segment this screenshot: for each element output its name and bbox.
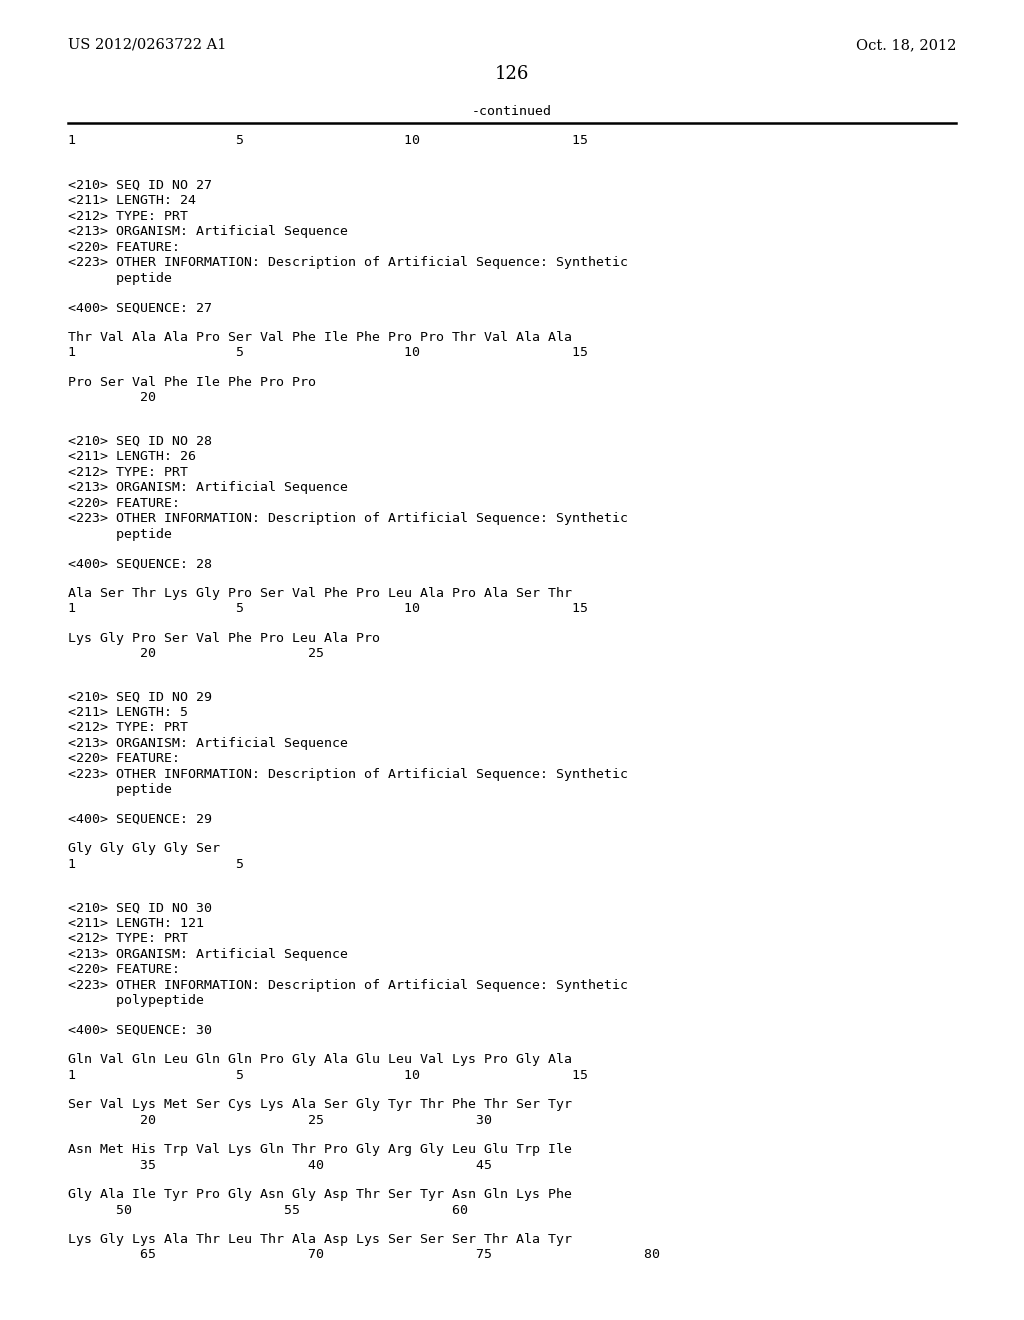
Text: US 2012/0263722 A1: US 2012/0263722 A1 (68, 38, 226, 51)
Text: 1                    5: 1 5 (68, 858, 244, 871)
Text: 1                    5                    10                   15: 1 5 10 15 (68, 346, 588, 359)
Text: <210> SEQ ID NO 29: <210> SEQ ID NO 29 (68, 690, 212, 704)
Text: peptide: peptide (68, 784, 172, 796)
Text: <223> OTHER INFORMATION: Description of Artificial Sequence: Synthetic: <223> OTHER INFORMATION: Description of … (68, 256, 628, 269)
Text: Pro Ser Val Phe Ile Phe Pro Pro: Pro Ser Val Phe Ile Phe Pro Pro (68, 376, 316, 389)
Text: 1                    5                    10                   15: 1 5 10 15 (68, 602, 588, 615)
Text: 35                   40                   45: 35 40 45 (68, 1159, 492, 1172)
Text: Gly Ala Ile Tyr Pro Gly Asn Gly Asp Thr Ser Tyr Asn Gln Lys Phe: Gly Ala Ile Tyr Pro Gly Asn Gly Asp Thr … (68, 1188, 572, 1201)
Text: Asn Met His Trp Val Lys Gln Thr Pro Gly Arg Gly Leu Glu Trp Ile: Asn Met His Trp Val Lys Gln Thr Pro Gly … (68, 1143, 572, 1156)
Text: <210> SEQ ID NO 30: <210> SEQ ID NO 30 (68, 902, 212, 915)
Text: <220> FEATURE:: <220> FEATURE: (68, 752, 180, 766)
Text: polypeptide: polypeptide (68, 994, 204, 1007)
Text: 1                    5                    10                   15: 1 5 10 15 (68, 135, 588, 147)
Text: 126: 126 (495, 65, 529, 83)
Text: Gly Gly Gly Gly Ser: Gly Gly Gly Gly Ser (68, 842, 220, 855)
Text: Lys Gly Lys Ala Thr Leu Thr Ala Asp Lys Ser Ser Ser Thr Ala Tyr: Lys Gly Lys Ala Thr Leu Thr Ala Asp Lys … (68, 1233, 572, 1246)
Text: 65                   70                   75                   80: 65 70 75 80 (68, 1249, 660, 1262)
Text: peptide: peptide (68, 528, 172, 541)
Text: <400> SEQUENCE: 30: <400> SEQUENCE: 30 (68, 1024, 212, 1036)
Text: <223> OTHER INFORMATION: Description of Artificial Sequence: Synthetic: <223> OTHER INFORMATION: Description of … (68, 512, 628, 525)
Text: peptide: peptide (68, 272, 172, 285)
Text: <212> TYPE: PRT: <212> TYPE: PRT (68, 722, 188, 734)
Text: 1                    5                    10                   15: 1 5 10 15 (68, 1069, 588, 1081)
Text: 20: 20 (68, 391, 156, 404)
Text: <213> ORGANISM: Artificial Sequence: <213> ORGANISM: Artificial Sequence (68, 482, 348, 494)
Text: <213> ORGANISM: Artificial Sequence: <213> ORGANISM: Artificial Sequence (68, 948, 348, 961)
Text: 20                   25                   30: 20 25 30 (68, 1114, 492, 1126)
Text: <211> LENGTH: 5: <211> LENGTH: 5 (68, 706, 188, 719)
Text: <400> SEQUENCE: 28: <400> SEQUENCE: 28 (68, 557, 212, 570)
Text: -continued: -continued (472, 106, 552, 117)
Text: <212> TYPE: PRT: <212> TYPE: PRT (68, 932, 188, 945)
Text: <211> LENGTH: 24: <211> LENGTH: 24 (68, 194, 196, 207)
Text: <220> FEATURE:: <220> FEATURE: (68, 496, 180, 510)
Text: <400> SEQUENCE: 27: <400> SEQUENCE: 27 (68, 301, 212, 314)
Text: Thr Val Ala Ala Pro Ser Val Phe Ile Phe Pro Pro Thr Val Ala Ala: Thr Val Ala Ala Pro Ser Val Phe Ile Phe … (68, 331, 572, 343)
Text: Gln Val Gln Leu Gln Gln Pro Gly Ala Glu Leu Val Lys Pro Gly Ala: Gln Val Gln Leu Gln Gln Pro Gly Ala Glu … (68, 1053, 572, 1067)
Text: Oct. 18, 2012: Oct. 18, 2012 (856, 38, 956, 51)
Text: Ser Val Lys Met Ser Cys Lys Ala Ser Gly Tyr Thr Phe Thr Ser Tyr: Ser Val Lys Met Ser Cys Lys Ala Ser Gly … (68, 1098, 572, 1111)
Text: Ala Ser Thr Lys Gly Pro Ser Val Phe Pro Leu Ala Pro Ala Ser Thr: Ala Ser Thr Lys Gly Pro Ser Val Phe Pro … (68, 586, 572, 599)
Text: <213> ORGANISM: Artificial Sequence: <213> ORGANISM: Artificial Sequence (68, 737, 348, 750)
Text: <210> SEQ ID NO 28: <210> SEQ ID NO 28 (68, 434, 212, 447)
Text: Lys Gly Pro Ser Val Phe Pro Leu Ala Pro: Lys Gly Pro Ser Val Phe Pro Leu Ala Pro (68, 631, 380, 644)
Text: <220> FEATURE:: <220> FEATURE: (68, 964, 180, 977)
Text: 20                   25: 20 25 (68, 647, 324, 660)
Text: <210> SEQ ID NO 27: <210> SEQ ID NO 27 (68, 180, 212, 191)
Text: <213> ORGANISM: Artificial Sequence: <213> ORGANISM: Artificial Sequence (68, 226, 348, 239)
Text: <212> TYPE: PRT: <212> TYPE: PRT (68, 210, 188, 223)
Text: <400> SEQUENCE: 29: <400> SEQUENCE: 29 (68, 813, 212, 826)
Text: <220> FEATURE:: <220> FEATURE: (68, 242, 180, 253)
Text: <223> OTHER INFORMATION: Description of Artificial Sequence: Synthetic: <223> OTHER INFORMATION: Description of … (68, 768, 628, 781)
Text: <211> LENGTH: 26: <211> LENGTH: 26 (68, 450, 196, 463)
Text: <223> OTHER INFORMATION: Description of Artificial Sequence: Synthetic: <223> OTHER INFORMATION: Description of … (68, 978, 628, 991)
Text: <212> TYPE: PRT: <212> TYPE: PRT (68, 466, 188, 479)
Text: 50                   55                   60: 50 55 60 (68, 1204, 468, 1217)
Text: <211> LENGTH: 121: <211> LENGTH: 121 (68, 917, 204, 929)
